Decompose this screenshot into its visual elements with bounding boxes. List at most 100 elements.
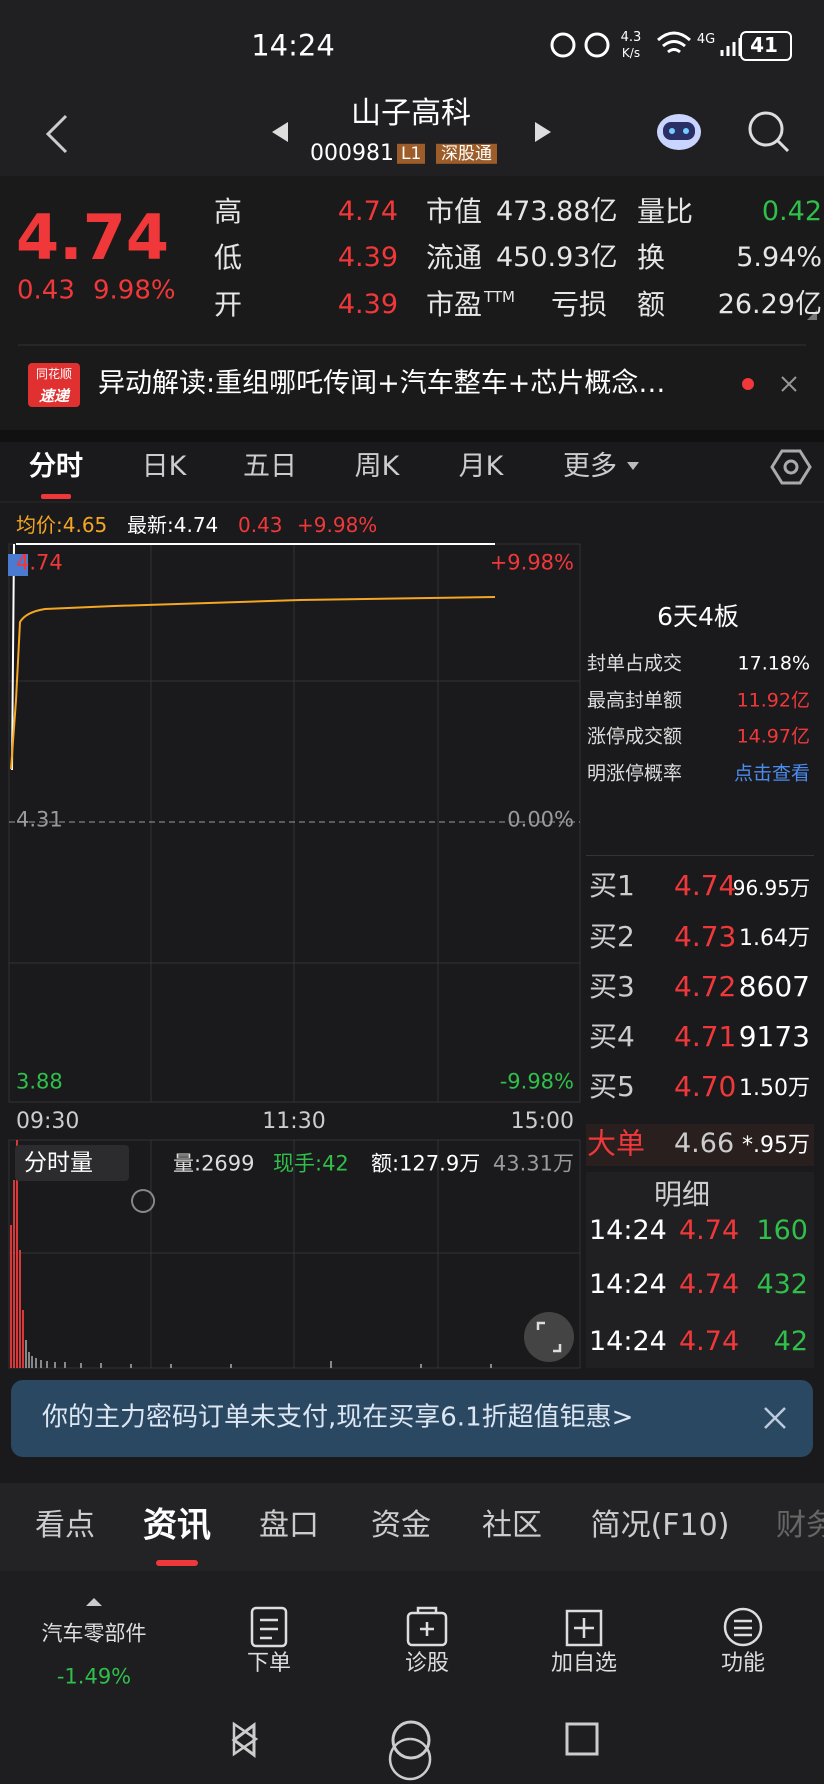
stat-value: 5.94% (736, 241, 822, 273)
tab-underline (156, 1560, 198, 1566)
detail-time: 14:24 (589, 1325, 667, 1357)
avg-price: 均价:4.65 (16, 513, 108, 537)
search-button[interactable] (748, 111, 790, 153)
chart-tab[interactable]: 分时 (29, 450, 83, 482)
prev-stock[interactable] (272, 122, 288, 142)
latest-price: 最新:4.74 (127, 513, 219, 537)
settings-button[interactable] (770, 449, 812, 485)
stat-value: 4.74 (337, 195, 398, 227)
banner-text[interactable]: 你的主力密码订单未支付,现在买享6.1折超值钜惠> (42, 1402, 634, 1433)
last-price: 4.74 (16, 200, 169, 274)
price-bottom: 3.88 (16, 1069, 63, 1094)
bid-price: 4.71 (674, 1020, 737, 1054)
fullscreen-icon (536, 1321, 562, 1353)
close-news[interactable] (781, 376, 797, 392)
big-order-label: 大单 (587, 1126, 646, 1161)
detail-title[interactable]: 明细 (653, 1178, 711, 1212)
price-top: 4.74 (16, 550, 63, 575)
stat-label: 换 (637, 241, 666, 275)
news-text[interactable]: 异动解读:重组哪吒传闻+汽车整车+芯片概念… (98, 367, 666, 399)
chart-tab[interactable]: 日K (141, 450, 187, 482)
chart-tab[interactable]: 月K (458, 450, 504, 482)
sector-name[interactable]: 汽车零部件 (41, 1621, 147, 1646)
nav-bg (0, 1571, 824, 1784)
stock-name: 山子高科 (351, 96, 471, 131)
stat-label: 高 (214, 195, 243, 229)
bid-volume: 9173 (738, 1020, 810, 1054)
nav-label[interactable]: 下单 (246, 1650, 292, 1676)
fullscreen-button[interactable] (524, 1312, 574, 1362)
limit-value: 17.18% (737, 652, 810, 675)
nav-label[interactable]: 诊股 (404, 1650, 450, 1676)
close-banner[interactable] (764, 1407, 786, 1429)
info-tab[interactable]: 看点 (35, 1508, 95, 1543)
bid-label: 买3 (589, 970, 635, 1004)
assistant-icon[interactable] (657, 114, 701, 150)
chart-grid (8, 543, 581, 1103)
big-order-volume: *.95万 (742, 1132, 810, 1158)
stat-value: 0.42 (761, 195, 822, 227)
price-mid: 4.31 (16, 807, 63, 832)
volume-bars (10, 1140, 24, 1368)
news-logo (28, 363, 80, 407)
help-icon[interactable] (131, 1189, 156, 1213)
nav-label[interactable]: 功能 (720, 1650, 766, 1676)
bid-volume: 8607 (738, 970, 810, 1004)
stat-label: 流通 (426, 241, 483, 275)
level-badge: L1 (397, 143, 426, 165)
net-speed-unit: K/s (621, 45, 641, 60)
net-speed: 4.3 (620, 30, 642, 46)
stat-sup: TTM (484, 288, 516, 306)
chart-tab[interactable]: 周K (354, 450, 400, 482)
latest-pct: +9.98% (297, 513, 378, 537)
sector-change: -1.49% (56, 1664, 132, 1689)
price-change-pct: 9.98% (93, 275, 176, 306)
info-tab[interactable]: 社区 (482, 1508, 542, 1543)
stat-label: 市盈 (426, 288, 483, 322)
back-button[interactable] (45, 114, 68, 154)
volume-bars-small (25, 1340, 492, 1368)
stat-value: 4.39 (337, 241, 398, 273)
next-stock[interactable] (535, 122, 551, 142)
chart-tab[interactable]: 更多 (563, 450, 617, 482)
limit-label: 最高封单额 (587, 689, 683, 712)
current-hand: 现手:42 (273, 1151, 349, 1176)
info-tab[interactable]: 资金 (371, 1508, 431, 1543)
pct-mid: 0.00% (507, 807, 574, 832)
info-tab[interactable]: 财务 (776, 1508, 824, 1543)
bid-volume: 96.95万 (732, 876, 810, 900)
separator (0, 430, 824, 442)
volume-selector[interactable]: 分时量 (24, 1150, 93, 1177)
quote-bg (0, 176, 824, 430)
detail-bg (586, 1172, 814, 1368)
info-tab[interactable]: 资讯 (143, 1505, 211, 1546)
nav-label[interactable]: 加自选 (550, 1650, 618, 1676)
info-tab[interactable]: 简况(F10) (590, 1508, 730, 1543)
unread-dot (742, 378, 754, 390)
volume: 量:2699 (173, 1151, 255, 1176)
chart-tab[interactable]: 五日 (243, 450, 297, 482)
bid-label: 买1 (589, 869, 635, 903)
volume-selector-bg[interactable] (15, 1145, 129, 1181)
info-tab[interactable]: 盘口 (259, 1508, 319, 1543)
system-nav[interactable] (231, 1720, 599, 1760)
stat-label: 市值 (426, 195, 483, 229)
price-line-start (11, 543, 15, 771)
detail-price: 4.74 (679, 1325, 740, 1357)
bid-price: 4.70 (674, 1070, 737, 1104)
time-label: 15:00 (510, 1108, 574, 1134)
promo-banner[interactable] (11, 1380, 813, 1457)
bid-label: 买2 (589, 920, 635, 954)
more-arrow (627, 462, 639, 470)
limit-title: 6天4板 (657, 602, 739, 631)
limit-link[interactable]: 点击查看 (733, 762, 810, 785)
tabs-bg (0, 1483, 824, 1571)
bid-price: 4.74 (674, 869, 737, 903)
amount: 额:127.9万 (371, 1151, 481, 1176)
bid-price: 4.72 (674, 970, 737, 1004)
status-time: 14:24 (251, 28, 335, 63)
bid-label: 买5 (589, 1070, 635, 1104)
tab-underline (41, 494, 71, 499)
volume-max: 43.31万 (492, 1151, 574, 1176)
